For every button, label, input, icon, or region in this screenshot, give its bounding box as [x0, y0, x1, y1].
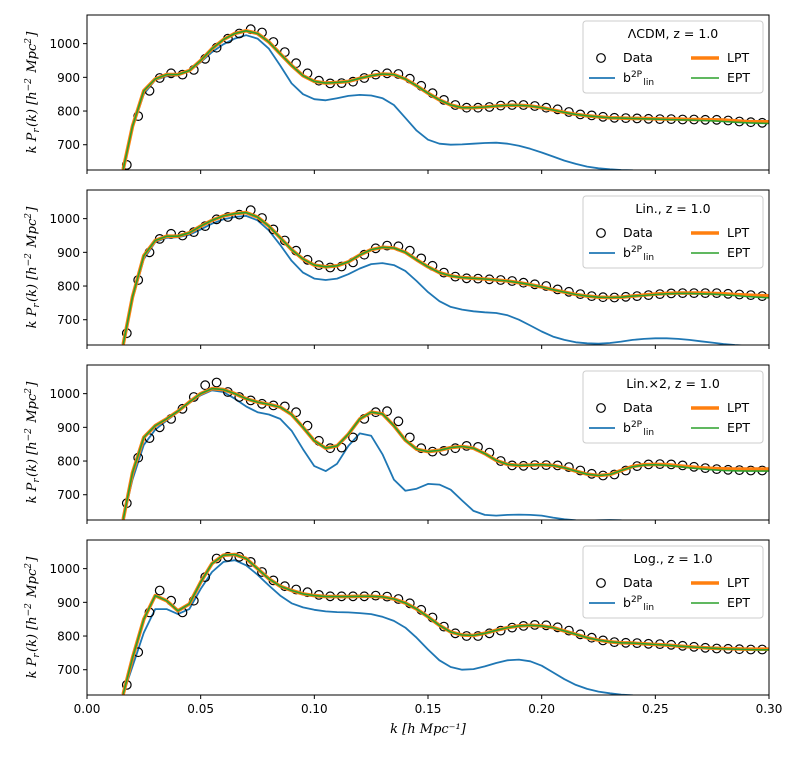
legend-ept-label: EPT	[727, 70, 750, 85]
y-tick-label: 900	[57, 421, 80, 435]
y-tick-label: 900	[57, 596, 80, 610]
plot-area	[121, 377, 769, 520]
x-tick-label: 0.20	[528, 702, 555, 716]
y-axis-label: k Pr (k) [h−2 Mpc2 ]	[24, 206, 42, 329]
y-tick-label: 700	[57, 138, 80, 152]
series-blin-line	[122, 34, 634, 170]
legend-data-marker	[596, 228, 606, 238]
panel-2: 700 800 900 1000 k Pr (k) [h−2 Mpc2 ] Lin., z…	[24, 189, 770, 349]
plot-area	[121, 551, 769, 695]
series-blin-line	[122, 559, 634, 695]
legend-ept-label: EPT	[727, 595, 750, 610]
legend-data-marker	[596, 53, 606, 63]
legend-ept-label: EPT	[727, 420, 750, 435]
x-tick-label: 0.00	[74, 702, 101, 716]
data-point	[348, 432, 358, 443]
legend-box	[582, 20, 764, 94]
legend-title: Log., z = 1.0	[633, 551, 712, 566]
y-axis-label: k Pr (k) [h−2 Mpc2 ]	[24, 381, 42, 504]
y-tick-label: 800	[57, 455, 80, 469]
y-tick-label: 800	[57, 630, 80, 644]
y-tick-label: 1000	[49, 37, 80, 51]
legend: ΛCDM, z = 1.0 Data b2P lin LPT EPT	[582, 20, 764, 94]
legend-box	[582, 545, 764, 619]
y-tick-label: 900	[57, 71, 80, 85]
data-point	[200, 380, 211, 391]
x-tick-label: 0.25	[642, 702, 669, 716]
legend: Lin.×2, z = 1.0 Data b2P lin LPT EPT	[582, 370, 764, 444]
legend-data-label: Data	[623, 50, 653, 65]
y-tick-label: 1000	[49, 212, 80, 226]
y-tick-label: 700	[57, 488, 80, 502]
data-point	[382, 406, 393, 417]
series-ept-line	[122, 30, 769, 170]
panel-1: 700 800 900 1000 k Pr (k) [h−2 Mpc2 ] ΛCDM, z…	[24, 14, 770, 174]
legend-data-marker	[596, 403, 606, 413]
legend: Log., z = 1.0 Data b2P lin LPT EPT	[582, 545, 764, 619]
plot-area	[121, 205, 769, 345]
panel-4: 700 800 900 1000 0.00 0.05 0.10 0.15 0.20 0.25 0.3…	[24, 539, 783, 737]
data-point	[166, 228, 177, 239]
y-axis-label: k Pr (k) [h−2 Mpc2 ]	[24, 31, 42, 154]
legend-ept-label: EPT	[727, 245, 750, 260]
data-point	[393, 416, 404, 427]
y-tick-label: 900	[57, 246, 80, 260]
y-tick-label: 1000	[49, 562, 80, 576]
legend-blin-label: b2P lin	[623, 245, 655, 263]
legend-lpt-label: LPT	[727, 400, 750, 415]
series-ept-line	[122, 387, 769, 520]
legend-data-label: Data	[623, 575, 653, 590]
series-blin-line	[122, 215, 747, 345]
x-tick-label: 0.15	[415, 702, 442, 716]
x-axis-label: k [h Mpc⁻¹]	[390, 722, 467, 737]
legend-blin-label: b2P lin	[623, 70, 655, 88]
legend-blin-label: b2P lin	[623, 595, 655, 613]
legend-data-marker	[596, 578, 606, 588]
legend-title: Lin., z = 1.0	[635, 201, 710, 216]
y-tick-label: 700	[57, 313, 80, 327]
x-tick-label: 0.30	[756, 702, 783, 716]
legend-lpt-label: LPT	[727, 50, 750, 65]
legend-box	[582, 370, 764, 444]
legend-title: Lin.×2, z = 1.0	[626, 376, 720, 391]
legend-data-label: Data	[623, 225, 653, 240]
legend: Lin., z = 1.0 Data b2P lin LPT EPT	[582, 195, 764, 269]
panel-3: 700 800 900 1000 k Pr (k) [h−2 Mpc2 ] Lin.×2,…	[24, 364, 770, 524]
x-tick-label: 0.05	[187, 702, 214, 716]
plot-area	[121, 24, 769, 170]
series-ept-line	[122, 211, 769, 345]
x-tick-label: 0.10	[301, 702, 328, 716]
legend-blin-label: b2P lin	[623, 420, 655, 438]
y-tick-label: 800	[57, 280, 80, 294]
legend-title: ΛCDM, z = 1.0	[628, 26, 719, 41]
data-point	[268, 224, 279, 235]
legend-data-label: Data	[623, 400, 653, 415]
data-point	[245, 557, 256, 567]
legend-lpt-label: LPT	[727, 575, 750, 590]
y-axis-label: k Pr (k) [h−2 Mpc2 ]	[24, 556, 42, 679]
data-point	[291, 407, 302, 418]
y-tick-label: 800	[57, 105, 80, 119]
series-ept-line	[122, 553, 769, 695]
data-point	[211, 377, 222, 388]
legend-box	[582, 195, 764, 269]
legend-lpt-label: LPT	[727, 225, 750, 240]
y-tick-label: 1000	[49, 387, 80, 401]
y-tick-label: 700	[57, 663, 80, 677]
data-point	[154, 585, 165, 596]
data-point	[257, 567, 267, 577]
